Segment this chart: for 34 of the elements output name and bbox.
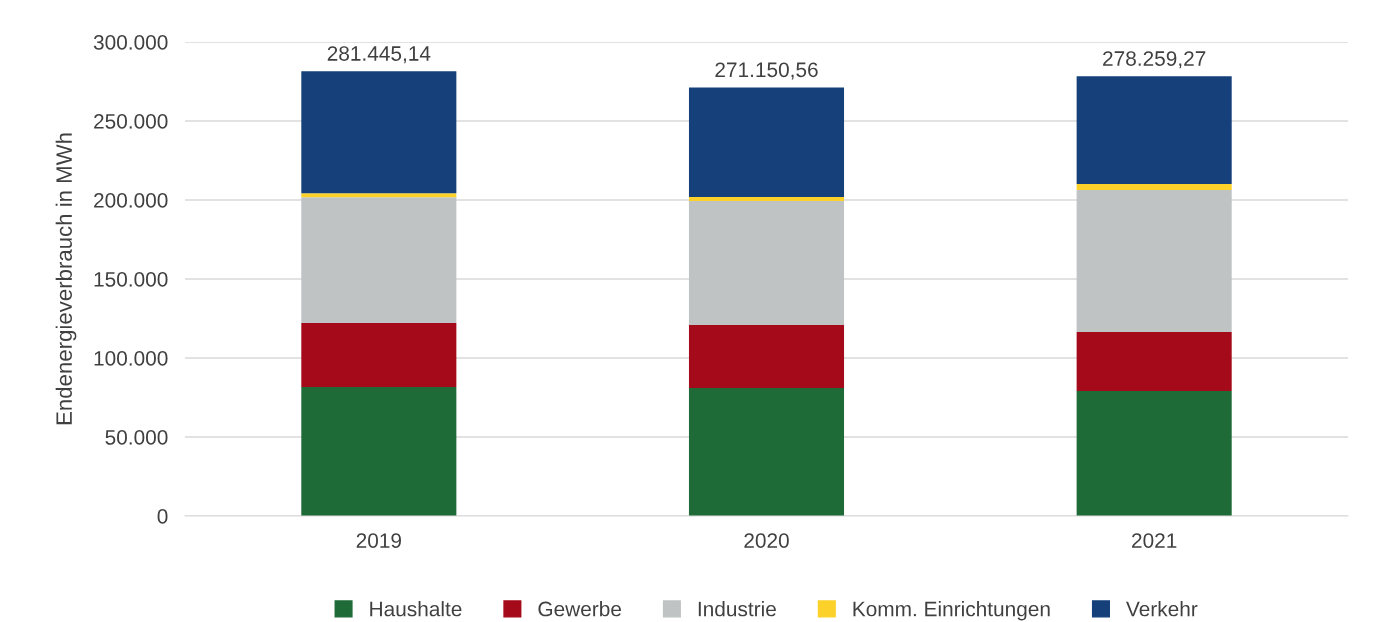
legend-label: Komm. Einrichtungen	[853, 601, 1050, 621]
bar	[688, 388, 845, 516]
y-tick-label: 50.000	[105, 430, 168, 445]
total-label: 271.150,56	[715, 62, 818, 80]
y-tick-label: 200.000	[94, 193, 168, 208]
bar	[1076, 190, 1232, 333]
bar	[301, 387, 457, 516]
y-tick-label: 150.000	[94, 272, 168, 287]
total-label: 278.259,27	[1103, 51, 1206, 69]
bar	[301, 323, 457, 388]
bar	[688, 87, 845, 197]
bar	[1076, 76, 1232, 185]
legend-label: Industrie	[698, 601, 776, 617]
y-tick-label: 250.000	[94, 114, 168, 129]
x-tick-label: 2021	[1132, 533, 1177, 548]
y-tick-label: 0	[157, 509, 168, 524]
bar	[688, 200, 845, 325]
y-tick-label: 100.000	[94, 351, 168, 366]
bar	[1076, 184, 1232, 191]
legend-label: Gewerbe	[538, 601, 621, 617]
bar	[688, 324, 845, 389]
bar	[301, 71, 457, 194]
x-tick-label: 2019	[356, 533, 402, 548]
y-axis-title: Endenergieverbrauch in MWh	[55, 133, 77, 425]
bar	[688, 197, 845, 201]
legend-label: Verkehr	[1126, 601, 1198, 617]
bar	[1076, 332, 1232, 392]
total-label: 281.445,14	[327, 46, 431, 64]
bar	[301, 193, 457, 198]
bar	[301, 197, 457, 324]
y-tick-label: 300.000	[93, 35, 168, 50]
x-tick-label: 2020	[744, 533, 789, 548]
bar	[1076, 391, 1232, 516]
legend-label: Haushalte	[370, 601, 462, 617]
